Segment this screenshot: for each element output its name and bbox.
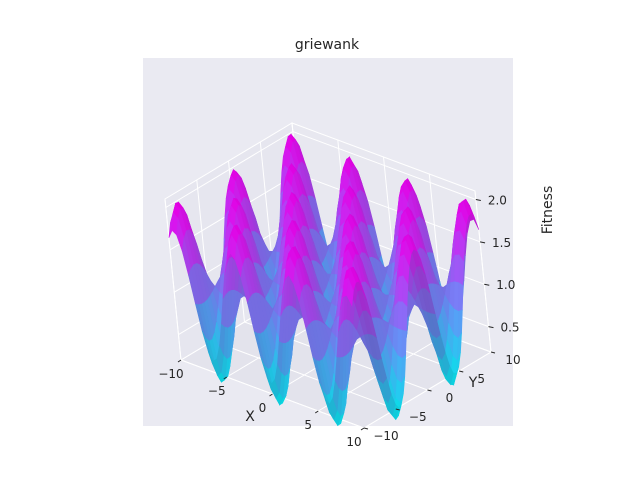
z-gridline xyxy=(165,130,476,208)
y-tick-label: −10 xyxy=(373,429,398,443)
x-tick-mark xyxy=(269,393,273,397)
chart-title: griewank xyxy=(295,37,360,53)
z-tick-label: 1.0 xyxy=(496,278,515,292)
x-tick-label: −5 xyxy=(208,384,226,398)
y-axis-label: Y xyxy=(468,375,478,391)
x-tick-mark xyxy=(177,359,182,363)
x-tick-label: 0 xyxy=(259,401,267,415)
z-tick-label: 1.5 xyxy=(492,236,511,250)
y-tick-mark xyxy=(490,351,496,354)
z-tick-mark xyxy=(475,198,481,201)
z-axis-label: Fitness xyxy=(540,186,556,235)
surface-patch xyxy=(346,277,354,307)
x-tick-mark xyxy=(223,376,228,380)
x-tick-mark xyxy=(314,410,319,414)
surface-patch xyxy=(401,329,407,360)
surface-patch xyxy=(454,254,460,284)
x-tick-label: −10 xyxy=(158,367,183,381)
y-tick-mark xyxy=(459,370,464,373)
x-tick-mark xyxy=(360,427,365,431)
y-tick-label: −5 xyxy=(409,410,427,424)
surface-patch xyxy=(453,281,460,312)
surface-patch xyxy=(458,282,464,312)
z-tick-mark xyxy=(488,326,494,329)
z-tick-label: 2.0 xyxy=(488,193,507,207)
ticks: −10 −5 0 5 10 −10 −5 0 5 10 0.5 1.0 1.5 2.0 xyxy=(158,193,520,449)
surface-patch xyxy=(401,301,408,332)
y-tick-label: 10 xyxy=(505,353,520,367)
y-tick-mark xyxy=(427,389,432,392)
surface-patch xyxy=(453,308,459,340)
y-tick-mark xyxy=(395,408,400,411)
surface-patch xyxy=(397,301,403,331)
x-axis-label: X xyxy=(245,409,255,425)
y-tick-label: 0 xyxy=(446,391,454,405)
z-tick-mark xyxy=(479,241,486,244)
surface-patch xyxy=(397,328,403,359)
surface xyxy=(168,133,480,427)
x-tick-label: 10 xyxy=(346,435,361,449)
y-tick-label: 5 xyxy=(477,372,485,386)
y-tick-mark xyxy=(363,427,369,430)
x-tick-label: 5 xyxy=(304,418,312,432)
z-tick-label: 0.5 xyxy=(500,321,519,335)
z-tick-mark xyxy=(484,283,490,286)
